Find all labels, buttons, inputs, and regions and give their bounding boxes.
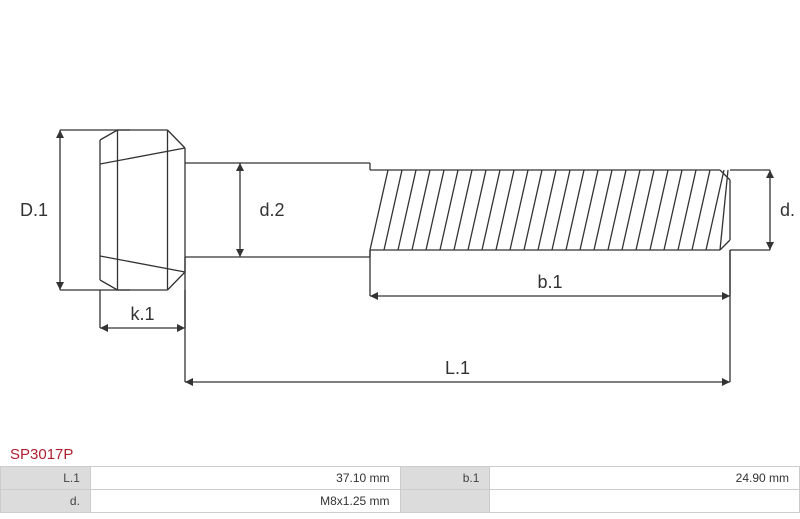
svg-text:D.1: D.1 (20, 200, 48, 220)
spec-label-d: d. (1, 490, 91, 513)
spec-table: L.1 37.10 mm b.1 24.90 mm d. M8x1.25 mm (0, 466, 800, 513)
spec-label-empty (400, 490, 490, 513)
spec-value-b1: 24.90 mm (490, 467, 800, 490)
spec-label-L1: L.1 (1, 467, 91, 490)
spec-value-empty (490, 490, 800, 513)
part-number: SP3017P (10, 446, 73, 463)
spec-value-d: M8x1.25 mm (90, 490, 400, 513)
table-row: L.1 37.10 mm b.1 24.90 mm (1, 467, 800, 490)
spec-value-L1: 37.10 mm (90, 467, 400, 490)
drawing-canvas: D.1 d.2 d. k.1 b.1 L.1 (0, 0, 800, 440)
bolt-diagram-svg: D.1 d.2 d. k.1 b.1 L.1 (0, 0, 800, 440)
svg-text:d.2: d.2 (259, 200, 284, 220)
svg-text:d.: d. (780, 200, 795, 220)
svg-text:b.1: b.1 (537, 272, 562, 292)
spec-label-b1: b.1 (400, 467, 490, 490)
table-row: d. M8x1.25 mm (1, 490, 800, 513)
svg-text:k.1: k.1 (130, 304, 154, 324)
svg-text:L.1: L.1 (445, 358, 470, 378)
